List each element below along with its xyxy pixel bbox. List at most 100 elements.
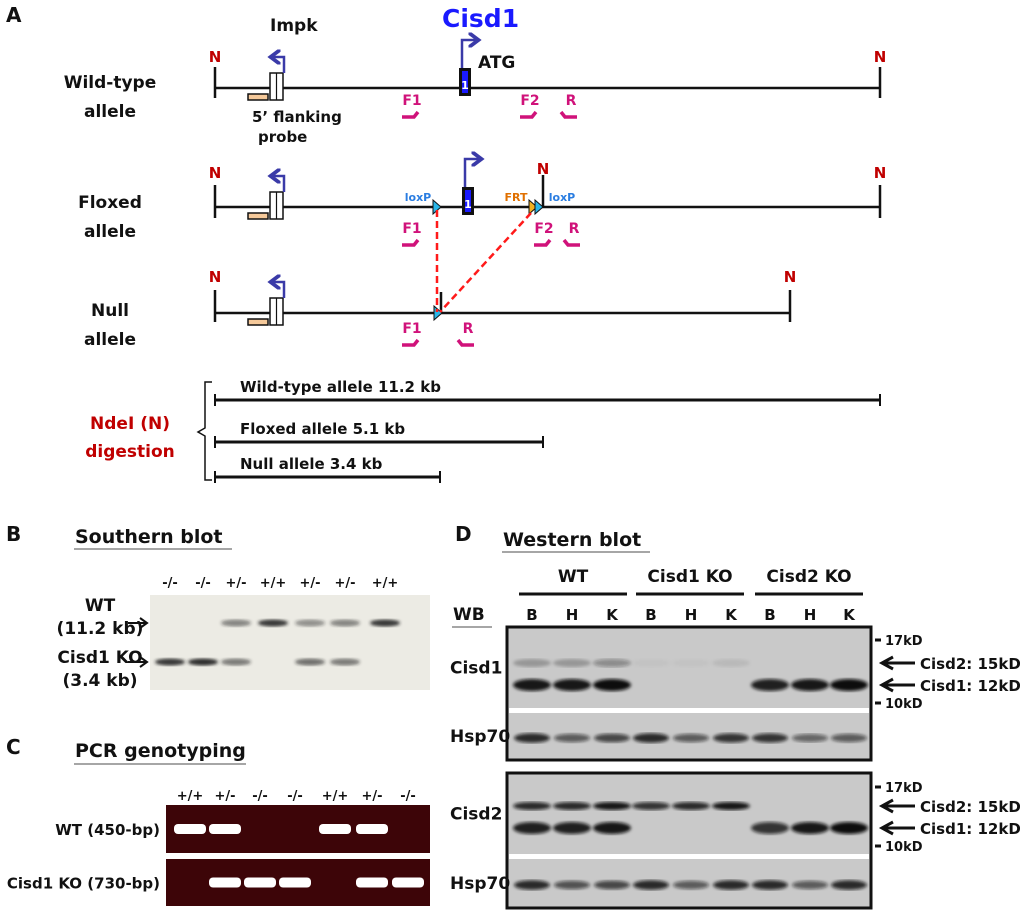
- primer-r: R: [456, 321, 474, 347]
- western-blot-title: Western blot: [503, 529, 641, 551]
- hsp70-band: [594, 733, 630, 743]
- ndei-site-label: N: [874, 48, 887, 66]
- band-annotation: Cisd1: 12kD: [920, 677, 1020, 695]
- primer-f1: F1: [402, 93, 422, 119]
- svg-text:allele: allele: [84, 222, 136, 242]
- antibody-label: Cisd1: [450, 659, 502, 679]
- tissue-lane-label: B: [764, 606, 775, 624]
- cisd2-band: [593, 659, 631, 667]
- impk-exon: [247, 176, 286, 220]
- cisd1-band: [751, 822, 789, 834]
- probe-box: [247, 212, 269, 220]
- panel-b-letter: B: [6, 522, 21, 546]
- pcr-product-label: Cisd1 KO (730-bp): [7, 875, 160, 893]
- svg-text:F1: F1: [402, 321, 421, 337]
- cisd1-band: [791, 822, 829, 834]
- panel-d: D Western blot WB WT Cisd1 KO Cisd2 KO B H K B…: [450, 522, 1020, 910]
- tissue-lane-label: B: [526, 606, 537, 624]
- southern-band: [155, 658, 185, 666]
- allele-label-null: Null allele: [84, 301, 136, 350]
- genotype-lane-label: -/-: [252, 789, 268, 804]
- group-label: Cisd2 KO: [766, 567, 851, 587]
- southern-band: [258, 619, 288, 627]
- loxp-label: loxP: [549, 191, 576, 204]
- southern-blot-title: Southern blot: [75, 526, 223, 548]
- western-blot: WT Cisd1 KO Cisd2 KO B H K B H K B H K Cisd1 Hsp70 17k…: [450, 567, 1020, 910]
- primer-r: R: [562, 221, 580, 247]
- fragment-floxed: Floxed allele 5.1 kb: [214, 420, 544, 448]
- hsp70-band: [594, 880, 630, 890]
- primer-arrow-icon: [402, 238, 420, 247]
- genotype-lane-label: +/+: [177, 789, 204, 804]
- southern-band: [330, 619, 360, 627]
- svg-text:Floxed allele 5.1 kb: Floxed allele 5.1 kb: [240, 420, 405, 438]
- cisd2-band: [672, 802, 710, 810]
- svg-text:1: 1: [461, 79, 469, 92]
- hsp70-band: [713, 880, 749, 890]
- svg-text:F1: F1: [402, 93, 421, 109]
- pcr-band: [209, 877, 241, 888]
- genotype-lane-label: +/-: [225, 576, 246, 591]
- genotype-lane-label: +/+: [322, 789, 349, 804]
- cisd1-direction-arrow-icon: [460, 40, 476, 68]
- hsp70-band: [514, 880, 550, 890]
- svg-text:Null: Null: [91, 301, 129, 321]
- cisd2-band: [553, 802, 591, 810]
- pcr-band: [392, 877, 424, 888]
- genotype-lane-label: -/-: [162, 576, 178, 591]
- primer-arrow-icon: [534, 238, 552, 247]
- ndei-site-label: N: [209, 164, 222, 182]
- band-label: Cisd1 KO: [57, 648, 142, 668]
- cisd1-exon-1: 1: [459, 40, 476, 96]
- ndei-site: N: [209, 48, 221, 98]
- southern-membrane: [150, 595, 430, 690]
- pcr-title: PCR genotyping: [75, 740, 246, 762]
- panel-a-letter: A: [6, 3, 22, 27]
- cisd1-exon-1: 1: [462, 159, 479, 215]
- fragment-null: Null allele 3.4 kb: [214, 455, 441, 483]
- svg-text:1: 1: [464, 198, 472, 211]
- hsp70-band: [752, 733, 788, 743]
- group-label: WT: [558, 567, 589, 587]
- cisd1-band: [553, 679, 591, 691]
- hsp70-band: [792, 880, 828, 890]
- tissue-lane-label: K: [843, 606, 856, 624]
- marker-label: 10kD: [885, 697, 923, 712]
- arrow-left-icon: [878, 798, 915, 814]
- southern-band: [221, 619, 251, 627]
- cisd2-band: [632, 802, 670, 810]
- impk-exon: [247, 282, 286, 326]
- svg-text:F1: F1: [402, 221, 421, 237]
- cisd1-band: [513, 822, 551, 834]
- cisd1-band: [830, 822, 868, 834]
- allele-label-wild-type: Wild-type allele: [64, 73, 157, 122]
- group-label: Cisd1 KO: [647, 567, 732, 587]
- digestion-label-1: NdeI (N): [90, 414, 170, 434]
- primer-f1: F1: [402, 221, 422, 247]
- svg-text:R: R: [566, 93, 577, 109]
- panel-b: B Southern blot -/- -/- +/- +/+ +/- +/- +/+ WT (…: [6, 522, 430, 691]
- ndei-site-label: N: [209, 268, 222, 286]
- hsp70-band: [831, 880, 867, 890]
- primer-f2: F2: [534, 221, 554, 247]
- cisd1-band: [513, 679, 551, 691]
- digestion-label-2: digestion: [85, 442, 175, 462]
- cisd2-band: [672, 659, 710, 667]
- cisd2-band: [553, 659, 591, 667]
- pcr-band: [209, 824, 241, 834]
- probe-box: [247, 93, 269, 101]
- panel-c: C PCR genotyping +/+ +/- -/- -/- +/+ +/- -/- WT…: [6, 735, 430, 906]
- pcr-band: [174, 824, 206, 834]
- primer-arrow-icon: [402, 110, 420, 119]
- svg-text:Floxed: Floxed: [78, 193, 142, 213]
- genotype-lane-label: -/-: [195, 576, 211, 591]
- cisd1-band: [751, 679, 789, 691]
- impk-exon: [247, 57, 286, 101]
- pcr-band: [356, 824, 388, 834]
- genotype-lane-label: -/-: [287, 789, 303, 804]
- southern-band: [221, 658, 251, 666]
- ndei-site: N: [874, 164, 886, 218]
- svg-text:Wild-type: Wild-type: [64, 73, 157, 93]
- hsp70-band: [713, 733, 749, 743]
- southern-band: [295, 658, 325, 666]
